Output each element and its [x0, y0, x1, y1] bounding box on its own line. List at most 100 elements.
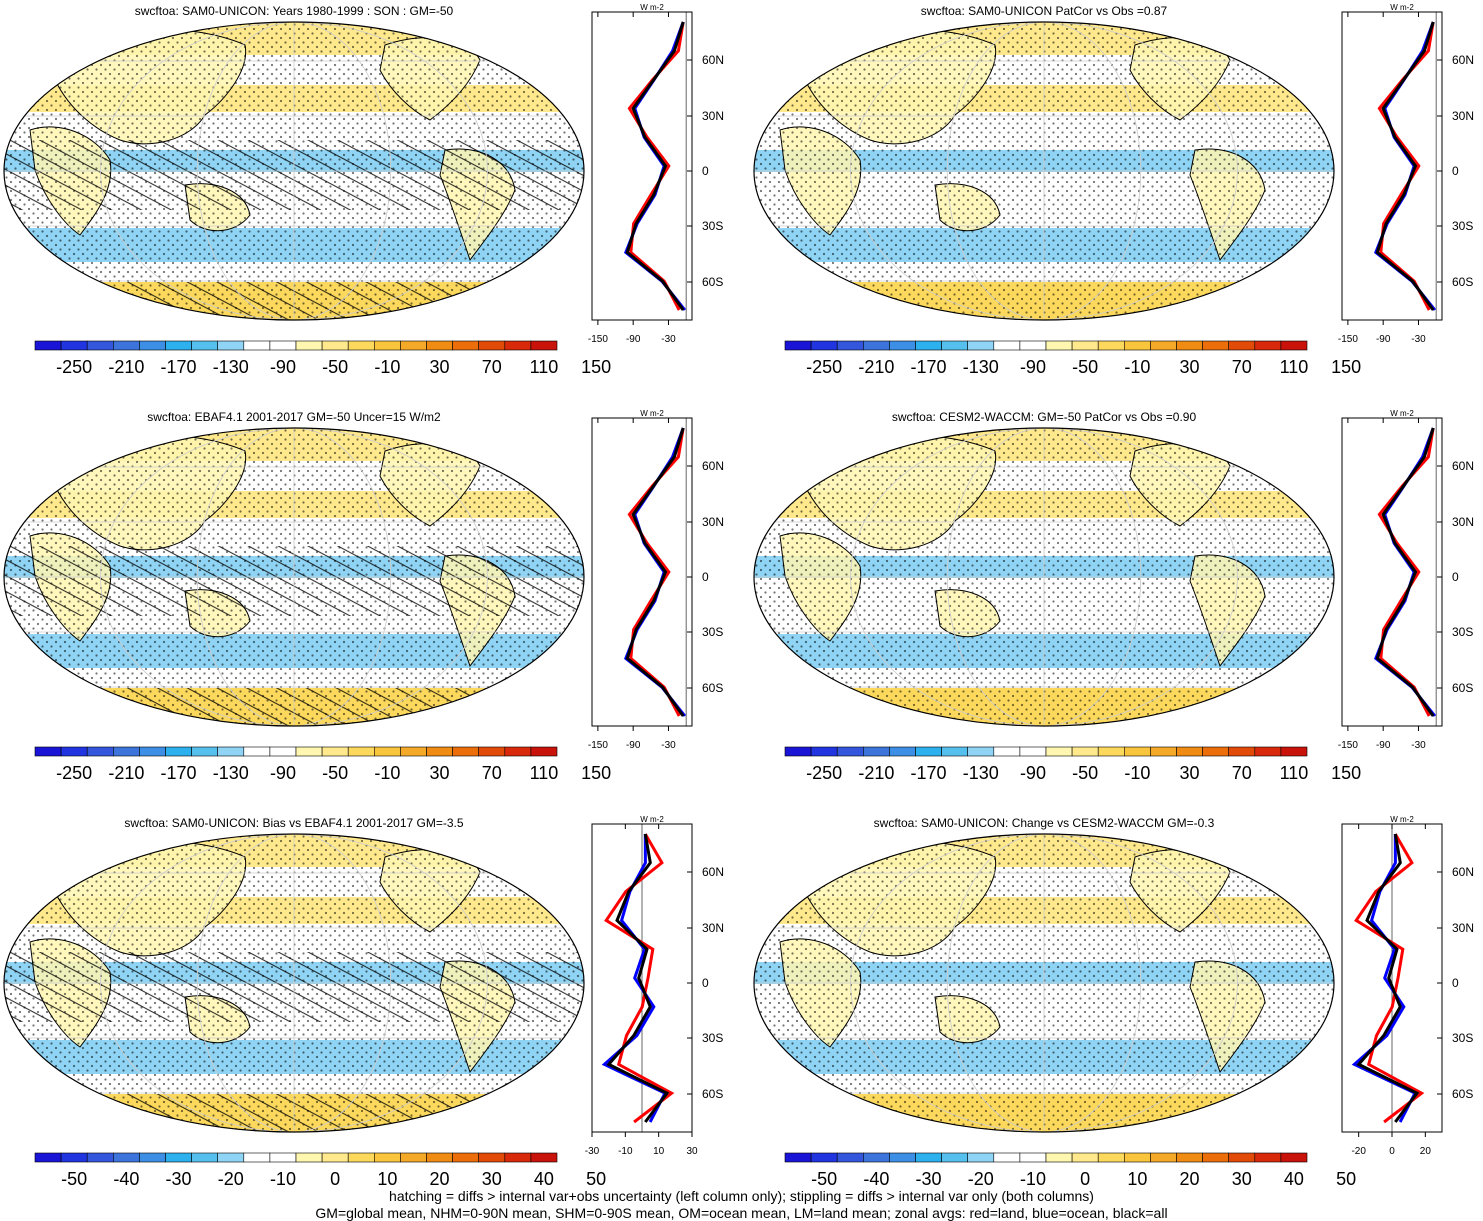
colorbar-segment	[217, 1152, 245, 1163]
hatching	[4, 140, 584, 210]
colorbar-segment	[113, 340, 140, 351]
lat-label: 30S	[702, 1031, 723, 1045]
zonal-units: W m-2	[640, 409, 664, 418]
colorbar-label: -50	[1072, 763, 1098, 783]
colorbar-segment	[1176, 340, 1203, 351]
colorbar-segment	[1071, 340, 1099, 351]
colorbar-segment	[139, 340, 166, 351]
colorbar-label: 20	[1180, 1169, 1200, 1189]
colorbar-segment	[1019, 340, 1047, 351]
colorbar-label: 110	[1280, 763, 1309, 783]
colorbar-segment	[191, 1152, 219, 1163]
colorbar-segment	[1176, 1152, 1203, 1163]
colorbar-label: -50	[322, 763, 348, 783]
colorbar-segment	[295, 1152, 323, 1163]
colorbar-segment	[373, 1152, 401, 1163]
colorbar-segment	[784, 746, 812, 757]
zonal-curve-all	[625, 427, 685, 717]
colorbar-segment	[1176, 746, 1203, 757]
colorbar-label: -170	[161, 763, 197, 783]
lat-label: 0	[702, 570, 709, 584]
zonal-tick-label: -20	[1351, 1146, 1366, 1157]
colorbar-label: -170	[161, 357, 197, 377]
colorbar-segment	[1071, 1152, 1099, 1163]
colorbar-segment	[1150, 1152, 1177, 1163]
colorbar-label: -10	[1020, 1169, 1046, 1189]
lat-label: 60N	[1452, 865, 1474, 879]
colorbar-segment	[889, 746, 916, 757]
colorbar-segment	[1045, 340, 1073, 351]
colorbar-segment	[836, 1152, 864, 1163]
zonal-plot: -20 0 20 W m-2 60N 30N 0 30S 60S	[1341, 815, 1474, 1157]
colorbar-segment	[478, 340, 506, 351]
colorbar-segment	[967, 340, 995, 351]
colorbar-label: -210	[858, 357, 894, 377]
graticule	[196, 834, 392, 1132]
colorbar-label: -50	[61, 1169, 87, 1189]
hatching	[4, 546, 584, 616]
colorbar-segment	[347, 340, 375, 351]
colorbar-label: -40	[863, 1169, 889, 1189]
panel-3: swcftoa: EBAF4.1 2001-2017 GM=-50 Uncer=…	[3, 409, 724, 783]
zonal-units: W m-2	[640, 815, 664, 824]
colorbar-label: 40	[534, 1169, 554, 1189]
graticule	[196, 428, 392, 726]
panel-6: swcftoa: SAM0-UNICON: Change vs CESM2-WA…	[753, 815, 1474, 1189]
colorbar-segment	[941, 1152, 969, 1163]
colorbar-segment	[967, 1152, 995, 1163]
zonal-curve-all	[606, 833, 670, 1123]
colorbar-segment	[915, 340, 942, 351]
colorbar-segment	[400, 340, 427, 351]
colorbar-segment	[915, 746, 942, 757]
map	[4, 834, 584, 1132]
graticule	[100, 834, 488, 1132]
lat-label: 60S	[702, 681, 723, 695]
colorbar-label: 40	[1284, 1169, 1304, 1189]
colorbar-segment	[784, 1152, 812, 1163]
colorbar-segment	[993, 340, 1021, 351]
zonal-curve-ocean	[623, 21, 687, 311]
colorbar-segment	[1202, 340, 1230, 351]
colorbar-label: -90	[270, 763, 296, 783]
lat-label: 30N	[1452, 921, 1474, 935]
zonal-curve-ocean	[1373, 427, 1437, 717]
colorbar-segment	[113, 1152, 140, 1163]
colorbar-label: -50	[811, 1169, 837, 1189]
colorbar-segment	[295, 340, 323, 351]
colorbar-segment	[373, 746, 401, 757]
colorbar-segment	[1123, 340, 1151, 351]
graticule	[850, 428, 1238, 726]
lat-label: 30S	[1452, 1031, 1473, 1045]
colorbar-segment	[1280, 746, 1308, 757]
colorbar-label: 150	[581, 763, 611, 783]
zonal-tick-label: 10	[653, 1146, 665, 1157]
zonal-curve-all	[1375, 427, 1435, 717]
colorbar-segment	[426, 746, 453, 757]
colorbar-segment	[1097, 1152, 1125, 1163]
zonal-tick-label: -30	[585, 1146, 600, 1157]
colorbar-label: -250	[56, 357, 92, 377]
colorbar-segment	[452, 1152, 480, 1163]
colorbar-segment	[836, 746, 864, 757]
zonal-frame	[591, 417, 693, 727]
colorbar-segment	[34, 340, 62, 351]
zonal-units: W m-2	[1390, 815, 1414, 824]
colorbar-label: 30	[430, 763, 450, 783]
colorbar-label: 70	[1232, 763, 1252, 783]
lat-label: 60S	[702, 1087, 723, 1101]
lat-label: 0	[1452, 570, 1459, 584]
zonal-tick-label: 0	[1389, 1146, 1395, 1157]
lat-label: 30N	[702, 515, 724, 529]
lat-label: 30N	[702, 109, 724, 123]
colorbar-segment	[1254, 746, 1282, 757]
colorbar-segment	[1045, 1152, 1073, 1163]
zonal-tick-label: -90	[1376, 334, 1391, 345]
map-outline	[3, 21, 585, 321]
colorbar-segment	[269, 1152, 297, 1163]
zonal-curve-land	[1377, 427, 1435, 717]
colorbar-label: -210	[108, 357, 144, 377]
lat-label: 30N	[1452, 109, 1474, 123]
graticule	[196, 22, 392, 320]
zonal-plot: -30 -10 10 30 W m-2 60N 30N 0 30S 60S	[585, 815, 724, 1157]
colorbar-label: 20	[430, 1169, 450, 1189]
